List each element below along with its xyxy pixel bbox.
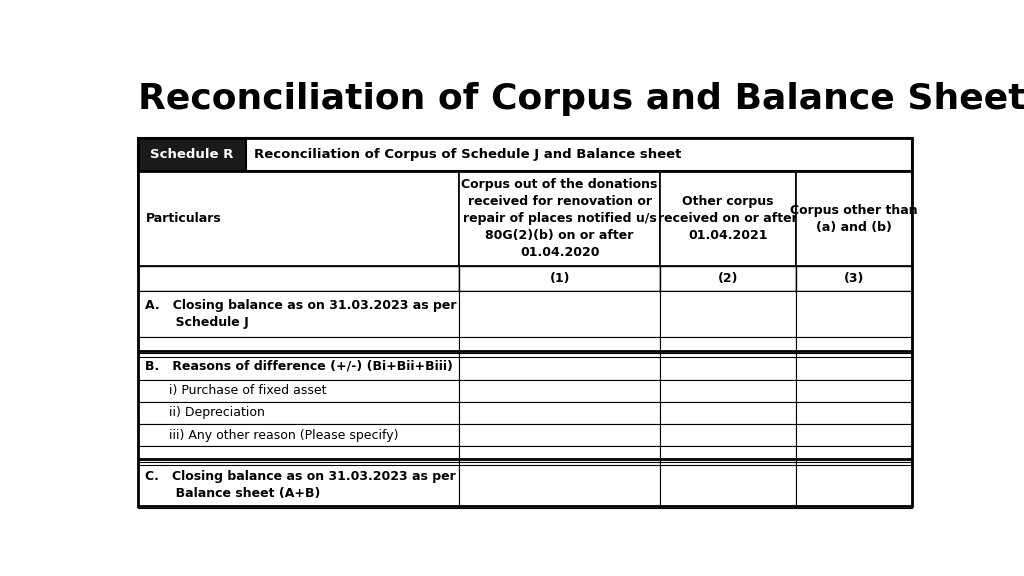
Bar (660, 353, 796, 380)
Bar (137, 138, 912, 506)
Bar (796, 267, 912, 291)
Bar (660, 380, 796, 402)
Bar (660, 402, 796, 424)
Text: Other corpus
received on or after
01.04.2021: Other corpus received on or after 01.04.… (658, 195, 798, 242)
Bar (459, 267, 660, 291)
Bar (660, 338, 796, 353)
Bar (137, 291, 459, 338)
Text: B.   Reasons of difference (+/-) (Bi+Bii+Biii): B. Reasons of difference (+/-) (Bi+Bii+B… (145, 360, 454, 373)
Bar (137, 424, 459, 446)
Bar (137, 338, 459, 353)
Bar (137, 138, 246, 171)
Bar (246, 138, 912, 171)
Text: Corpus out of the donations
received for renovation or
repair of places notified: Corpus out of the donations received for… (462, 179, 657, 259)
Bar (796, 446, 912, 461)
Bar (660, 291, 796, 338)
Bar (660, 446, 796, 461)
Bar (459, 171, 660, 267)
Bar (660, 424, 796, 446)
Text: (2): (2) (718, 272, 738, 285)
Bar (459, 291, 660, 338)
Bar (796, 291, 912, 338)
Text: ii) Depreciation: ii) Depreciation (145, 406, 265, 419)
Bar (796, 402, 912, 424)
Text: Corpus other than
(a) and (b): Corpus other than (a) and (b) (791, 204, 918, 234)
Bar (660, 267, 796, 291)
Text: Reconciliation of Corpus of Schedule J and Balance sheet: Reconciliation of Corpus of Schedule J a… (254, 148, 681, 161)
Text: (1): (1) (550, 272, 570, 285)
Text: C.   Closing balance as on 31.03.2023 as per
       Balance sheet (A+B): C. Closing balance as on 31.03.2023 as p… (145, 469, 457, 500)
Bar (459, 446, 660, 461)
Bar (796, 171, 912, 267)
Bar (796, 380, 912, 402)
Bar (660, 171, 796, 267)
Bar (796, 353, 912, 380)
Text: Particulars: Particulars (145, 213, 221, 225)
Bar (137, 267, 459, 291)
Bar (137, 353, 459, 380)
Text: A.   Closing balance as on 31.03.2023 as per
       Schedule J: A. Closing balance as on 31.03.2023 as p… (145, 299, 457, 329)
Text: Schedule R: Schedule R (151, 148, 233, 161)
Bar (137, 138, 912, 506)
Bar (137, 171, 459, 267)
Bar (459, 353, 660, 380)
Text: i) Purchase of fixed asset: i) Purchase of fixed asset (145, 384, 327, 397)
Bar (137, 446, 459, 461)
Bar (459, 424, 660, 446)
Bar (137, 380, 459, 402)
Bar (137, 461, 459, 508)
Bar (137, 402, 459, 424)
Text: iii) Any other reason (Please specify): iii) Any other reason (Please specify) (145, 429, 399, 442)
Bar (796, 338, 912, 353)
Text: Reconciliation of Corpus and Balance Sheet:: Reconciliation of Corpus and Balance She… (137, 82, 1024, 116)
Bar (796, 424, 912, 446)
Bar (459, 338, 660, 353)
Text: (3): (3) (844, 272, 864, 285)
Bar (459, 461, 660, 508)
Bar (459, 402, 660, 424)
Bar (459, 380, 660, 402)
Bar (796, 461, 912, 508)
Bar (660, 461, 796, 508)
